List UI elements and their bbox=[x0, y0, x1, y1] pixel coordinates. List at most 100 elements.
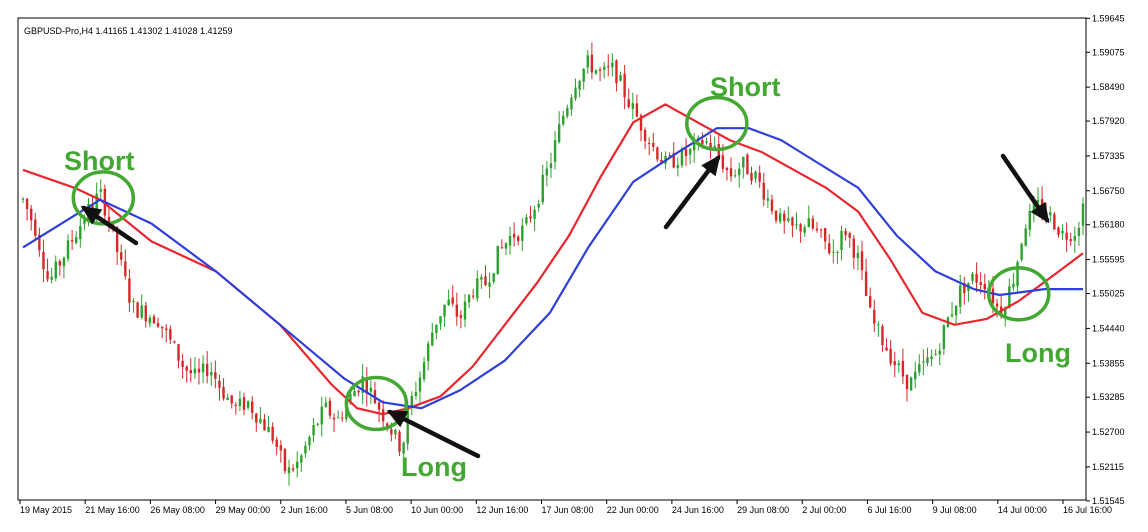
candle-body bbox=[210, 372, 213, 376]
candle-body bbox=[29, 208, 33, 221]
candle-body bbox=[377, 402, 381, 410]
candle-body bbox=[995, 303, 999, 307]
candle-body bbox=[504, 243, 508, 249]
candle-body bbox=[1012, 283, 1015, 288]
candle-body bbox=[721, 155, 725, 169]
candle-body bbox=[484, 276, 487, 286]
candle-body bbox=[496, 245, 499, 275]
candle-body bbox=[173, 341, 176, 343]
candle-body bbox=[500, 247, 504, 249]
x-tick-label: 9 Jul 08:00 bbox=[933, 505, 977, 515]
candle-body bbox=[414, 391, 418, 397]
candle-body bbox=[394, 429, 397, 435]
candle-body bbox=[688, 149, 692, 155]
candle-body bbox=[545, 168, 549, 176]
candle-body bbox=[398, 431, 401, 452]
candle-body bbox=[185, 366, 188, 371]
candle-body bbox=[991, 288, 995, 304]
candle-body bbox=[136, 302, 139, 318]
candle-body bbox=[132, 300, 135, 302]
candle-body bbox=[250, 401, 254, 413]
candle-body bbox=[361, 376, 364, 393]
candle-body bbox=[766, 198, 770, 201]
y-tick-label: 1.52115 bbox=[1092, 462, 1124, 472]
candle-body bbox=[885, 347, 888, 351]
candle-body bbox=[873, 309, 876, 324]
arrows bbox=[80, 153, 1050, 459]
candle-body bbox=[742, 156, 745, 168]
candle-body bbox=[75, 237, 78, 244]
candle-body bbox=[586, 55, 589, 68]
candle-body bbox=[1053, 214, 1056, 230]
candle-body bbox=[578, 80, 581, 90]
candle-body bbox=[639, 115, 643, 131]
candle-body bbox=[909, 377, 913, 391]
x-tick-label: 14 Jul 00:00 bbox=[998, 505, 1047, 515]
candle-body bbox=[934, 354, 937, 356]
y-axis: 1.59645 1.59075 1.58490 1.57920 1.57335 1.567… bbox=[1086, 13, 1125, 506]
candle-body bbox=[893, 361, 896, 366]
candle-body bbox=[521, 225, 524, 241]
candle-body bbox=[50, 276, 53, 280]
candle-body bbox=[508, 236, 512, 246]
candle-body bbox=[950, 314, 954, 317]
candle-body bbox=[815, 228, 819, 231]
candle-body bbox=[197, 368, 201, 373]
y-tick-label: 1.51545 bbox=[1092, 496, 1125, 506]
candle-body bbox=[349, 393, 352, 404]
candle-body bbox=[193, 368, 197, 374]
candle-body bbox=[25, 198, 29, 210]
candle-body bbox=[451, 297, 454, 304]
candle-body bbox=[476, 278, 479, 299]
crossover-marker bbox=[987, 266, 1051, 322]
candle-body bbox=[58, 261, 62, 266]
candle-body bbox=[954, 305, 958, 316]
candle-body bbox=[439, 316, 442, 324]
arrow-shaft bbox=[387, 409, 481, 459]
candle-body bbox=[791, 217, 794, 226]
candle-body bbox=[1024, 228, 1027, 246]
candle-body bbox=[660, 159, 663, 163]
candle-body bbox=[218, 380, 221, 388]
candle-body bbox=[328, 400, 332, 416]
candle-body bbox=[692, 141, 696, 151]
candle-body bbox=[725, 167, 729, 171]
annotation-long-2: Long bbox=[1005, 338, 1071, 368]
y-tick-label: 1.52700 bbox=[1092, 427, 1125, 437]
crossover-marker bbox=[344, 375, 409, 432]
candle-body bbox=[762, 182, 765, 200]
candle-body bbox=[590, 54, 594, 73]
candle-body bbox=[447, 299, 450, 306]
candle-body bbox=[807, 218, 810, 228]
candle-body bbox=[324, 402, 328, 407]
candle-body bbox=[1004, 308, 1007, 316]
candle-body bbox=[165, 328, 168, 331]
candle-body bbox=[492, 273, 495, 282]
candle-body bbox=[471, 295, 475, 297]
candle-body bbox=[255, 413, 258, 423]
candle-body bbox=[263, 419, 266, 431]
candle-body bbox=[643, 129, 647, 142]
x-tick-label: 2 Jul 00:00 bbox=[802, 505, 846, 515]
candle-body bbox=[467, 295, 471, 303]
candle-body bbox=[738, 168, 741, 176]
candle-body bbox=[844, 230, 847, 236]
crossover-marker bbox=[71, 170, 136, 226]
y-tick-label: 1.56180 bbox=[1092, 220, 1125, 230]
x-tick-label: 22 Jun 00:00 bbox=[607, 505, 659, 515]
candle-body bbox=[480, 277, 483, 280]
candle-body bbox=[431, 332, 434, 346]
candle-body bbox=[713, 145, 716, 149]
candle-body bbox=[905, 374, 909, 390]
candle-body bbox=[598, 69, 602, 71]
candle-body bbox=[1036, 199, 1040, 203]
candle-body bbox=[889, 348, 892, 364]
candle-body bbox=[455, 304, 459, 317]
candle-body bbox=[868, 296, 872, 308]
candle-body bbox=[1032, 203, 1036, 213]
y-tick-label: 1.54440 bbox=[1092, 323, 1125, 333]
candle-body bbox=[463, 301, 467, 320]
x-tick-label: 26 May 08:00 bbox=[150, 505, 205, 515]
candle-body bbox=[443, 304, 446, 317]
